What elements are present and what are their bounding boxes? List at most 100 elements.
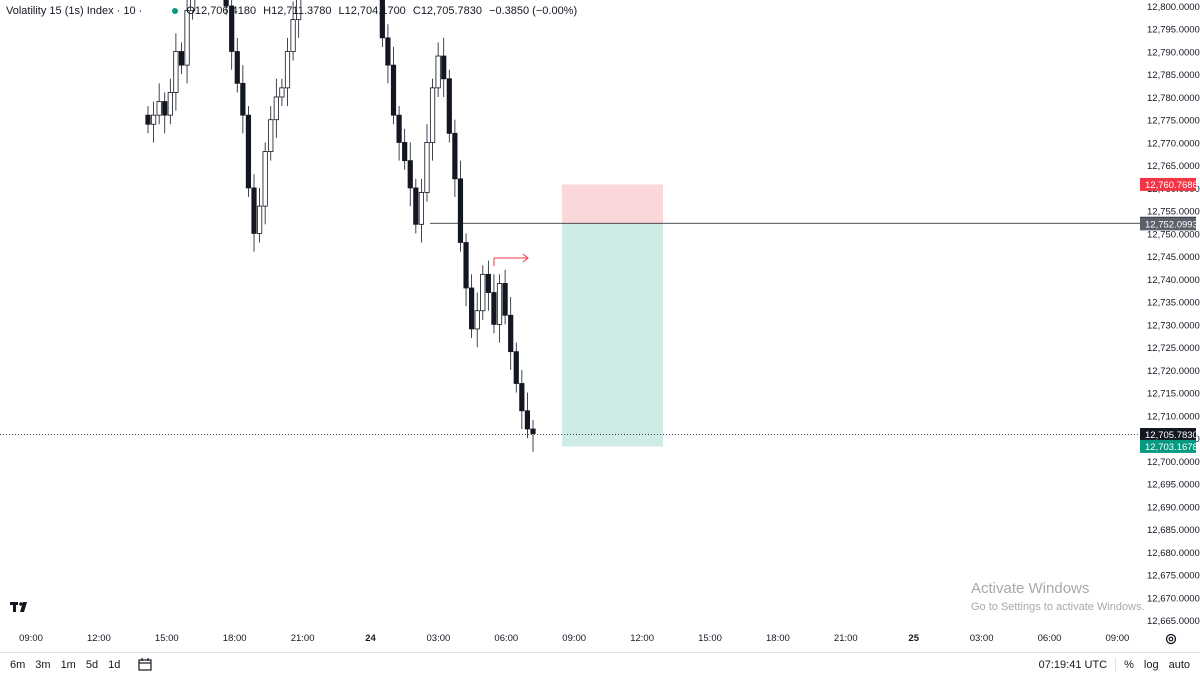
candle-body — [273, 96, 279, 121]
candle-body — [379, 0, 385, 39]
price-axis-tick: 12,715.0000 — [1147, 389, 1200, 400]
tradingview-logo-icon[interactable] — [10, 598, 32, 616]
candle-body — [452, 132, 458, 180]
price-axis-tick: 12,740.0000 — [1147, 275, 1200, 286]
chart-settings-gear-icon[interactable] — [1163, 631, 1179, 647]
price-axis-tick: 12,665.0000 — [1147, 616, 1200, 627]
time-axis-tick: 21:00 — [291, 633, 315, 644]
timeframe-1d[interactable]: 1d — [108, 658, 121, 671]
price-axis-tick: 12,745.0000 — [1147, 252, 1200, 263]
price-axis-tick: 12,720.0000 — [1147, 366, 1200, 377]
time-axis-tick: 18:00 — [223, 633, 247, 644]
timeframe-5d[interactable]: 5d — [85, 658, 99, 671]
ohlc-change: −0.3850 (−0.00%) — [489, 5, 578, 17]
candle-body — [424, 142, 430, 193]
stop-loss-zone — [562, 184, 663, 224]
candle-body — [279, 87, 285, 98]
candle-body — [145, 114, 151, 125]
market-status-dot — [172, 8, 179, 14]
price-axis-tick: 12,700.0000 — [1147, 457, 1200, 468]
candle-body — [524, 410, 531, 430]
time-axis-tick: 24 — [365, 633, 376, 644]
price-axis-tick: 12,675.0000 — [1147, 571, 1200, 582]
watermark-line-1: Activate Windows — [971, 580, 1090, 597]
candle-body — [469, 287, 475, 330]
candle-body — [173, 51, 179, 93]
goto-date-calendar-icon[interactable] — [137, 658, 153, 672]
log-scale-toggle[interactable]: log — [1143, 658, 1159, 671]
candle-body — [251, 187, 257, 234]
price-axis-tick: 12,730.0000 — [1147, 320, 1200, 331]
candle-body — [480, 273, 486, 312]
candle-body — [284, 51, 291, 89]
price-axis-tick: 12,670.0000 — [1147, 593, 1200, 604]
timeframe-3m[interactable]: 3m — [35, 658, 51, 671]
price-axis-tick: 12,685.0000 — [1147, 525, 1200, 536]
timeframe-6m[interactable]: 6m — [10, 658, 26, 671]
candle-body — [446, 78, 452, 134]
candle-body — [240, 82, 246, 116]
candle-body — [396, 114, 402, 143]
candle-body — [513, 351, 519, 384]
arrow-drawing — [493, 253, 529, 266]
price-axis-tick: 12,695.0000 — [1147, 480, 1200, 491]
symbol-title[interactable]: Volatility 15 (1s) Index · 10 · — [6, 5, 143, 17]
candle-body — [256, 205, 263, 234]
candle-body — [296, 0, 302, 21]
candle-body — [262, 151, 268, 207]
windows-activation-watermark: Activate Windows Go to Settings to activ… — [971, 580, 1145, 613]
price-axis-tick: 12,735.0000 — [1147, 298, 1200, 309]
candle-body — [290, 19, 296, 52]
candle-body — [491, 292, 497, 325]
candle-body — [178, 51, 185, 66]
candle-body — [474, 310, 480, 330]
bottom-toolbar: 6m 3m 1m 5d 1d 07:19:41 UTC % log auto — [0, 652, 1200, 676]
candle-body — [457, 178, 464, 243]
price-axis-tick: 12,800.0000 — [1147, 2, 1200, 13]
candle-body — [502, 283, 508, 316]
utc-clock[interactable]: 07:19:41 UTC — [1038, 658, 1108, 671]
price-axis-badge — [1140, 177, 1196, 191]
candle-body — [418, 192, 425, 225]
timeframe-1m[interactable]: 1m — [60, 658, 76, 671]
price-axis-badge-label: 12,752.0993 — [1145, 219, 1198, 230]
bottom-right-tools: 07:19:41 UTC % log auto — [1038, 657, 1200, 672]
candle-body — [402, 142, 408, 162]
price-axis-tick: 12,750.0000 — [1147, 229, 1200, 240]
price-axis-badge — [1140, 439, 1196, 453]
candle-body — [234, 51, 240, 84]
candle-body — [519, 383, 525, 412]
candle-body — [413, 187, 419, 225]
price-axis-tick: 12,725.0000 — [1147, 343, 1200, 354]
percent-scale-toggle[interactable]: % — [1124, 658, 1134, 671]
price-axis-tick: 12,765.0000 — [1147, 161, 1200, 172]
time-axis-tick: 09:00 — [19, 633, 43, 644]
candle-body — [435, 55, 441, 89]
price-axis-tick: 12,780.0000 — [1147, 93, 1200, 104]
symbol-legend: Volatility 15 (1s) Index · 10 · O12,706.… — [6, 5, 581, 17]
candle-body — [190, 0, 196, 11]
time-axis-tick: 21:00 — [834, 633, 858, 644]
price-axis-tick: 12,775.0000 — [1147, 116, 1200, 127]
price-axis-badge-label: 12,705.7830 — [1145, 430, 1198, 441]
price-axis-tick: 12,785.0000 — [1147, 70, 1200, 81]
time-axis-tick: 09:00 — [1106, 633, 1130, 644]
candle-body — [485, 273, 491, 293]
auto-scale-toggle[interactable]: auto — [1168, 658, 1190, 671]
candle-body — [150, 114, 157, 125]
ohlc-values: O12,706.4180 H12,711.3780 L12,704.1700 C… — [186, 5, 581, 17]
price-axis-badge — [1140, 217, 1196, 231]
price-axis-badge-label: 12,703.1678 — [1145, 442, 1198, 453]
candle-body — [229, 5, 235, 52]
time-axis-tick: 18:00 — [766, 633, 790, 644]
price-axis-tick: 12,790.0000 — [1147, 47, 1200, 58]
candle-body — [407, 160, 413, 189]
candle-body — [508, 314, 514, 353]
time-axis-tick: 12:00 — [630, 633, 654, 644]
ohlc-close: C12,705.7830 — [412, 5, 482, 17]
time-axis-tick: 06:00 — [494, 633, 518, 644]
price-axis-tick: 12,770.0000 — [1147, 138, 1200, 149]
price-axis-badge — [1140, 428, 1196, 442]
